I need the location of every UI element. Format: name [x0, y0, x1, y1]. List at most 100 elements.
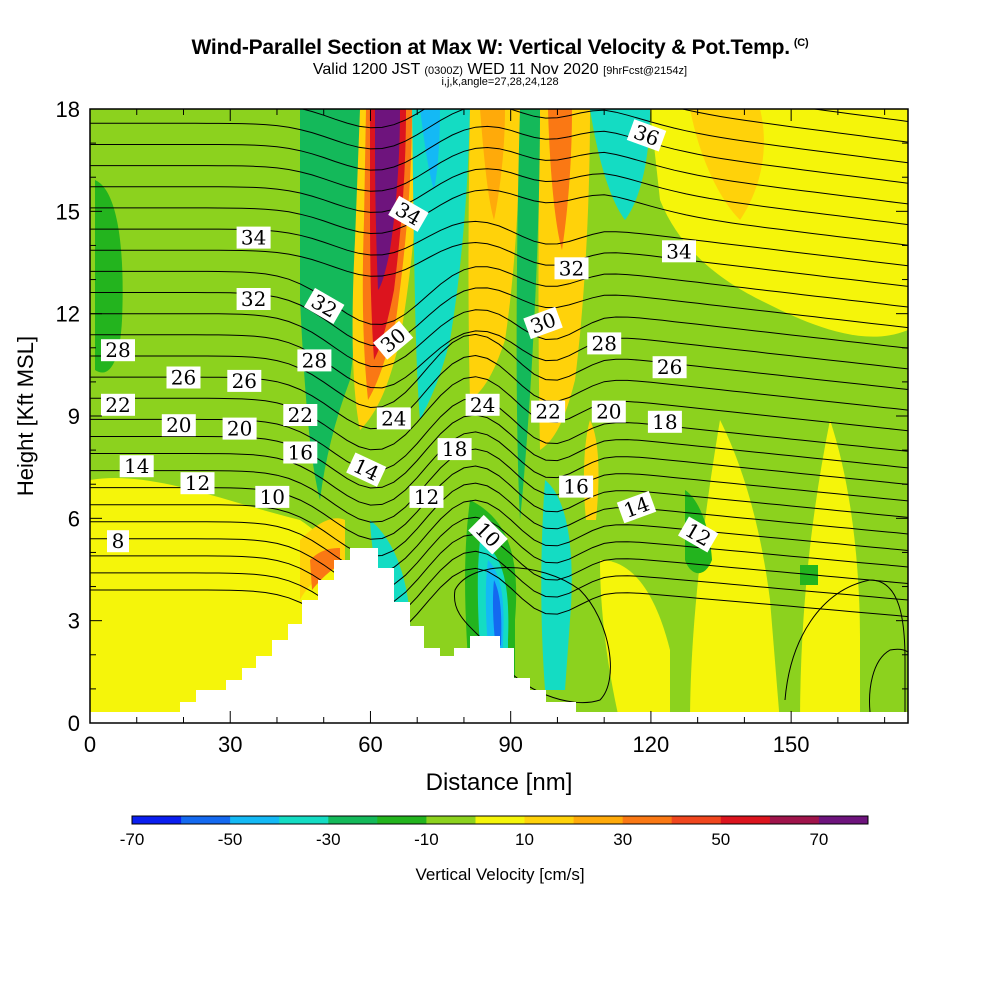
- theta-label-box: [626, 119, 667, 152]
- theta-label-box: [161, 414, 196, 437]
- chart-subtitle: Valid 1200 JST (0300Z) WED 11 Nov 2020 […: [0, 61, 1000, 79]
- x-tick-label: 60: [358, 732, 382, 757]
- theta-contour-line: [90, 333, 908, 409]
- theta-label-text: 28: [105, 338, 130, 362]
- theta-label-box: [662, 240, 696, 263]
- y-tick-label: 0: [68, 711, 80, 736]
- colorbar-swatch: [230, 816, 280, 824]
- theta-contour-label: 28: [101, 338, 135, 362]
- theta-contour-label: 10: [255, 485, 290, 509]
- theta-label-text: 26: [171, 366, 196, 390]
- theta-contour-line: [90, 431, 908, 506]
- vertical-velocity-field: [90, 109, 908, 723]
- theta-label-box: [523, 306, 563, 340]
- theta-contour-line: [300, 109, 908, 143]
- colorbar-swatch: [377, 816, 427, 824]
- terrain-mask: [90, 548, 908, 723]
- theta-label-text: 10: [260, 485, 285, 509]
- colorbar: [131, 815, 869, 825]
- theta-label-box: [222, 417, 257, 440]
- theta-contour-label: 26: [166, 366, 201, 390]
- y-tick-labels: 0 3 6 9 12 15 18: [56, 97, 80, 736]
- theta-contour-label: 20: [591, 400, 626, 424]
- theta-contour-label: 20: [222, 417, 257, 441]
- theta-label-text: 14: [124, 454, 149, 478]
- theta-contour-label: 24: [465, 393, 500, 417]
- theta-label-text: 26: [232, 369, 257, 393]
- theta-contour-label: 8: [107, 529, 129, 553]
- theta-label-box: [677, 516, 719, 553]
- colorbar-tick-label: 70: [809, 830, 828, 849]
- theta-label-box: [591, 400, 626, 423]
- colorbar-swatch: [426, 816, 476, 824]
- theta-label-text: 18: [442, 437, 467, 461]
- y-tick-label: 6: [68, 506, 80, 531]
- theta-contour-label: 24: [376, 406, 411, 430]
- theta-label-box: [166, 366, 201, 389]
- theta-label-box: [297, 349, 332, 372]
- colorbar-tick-label: 50: [711, 830, 730, 849]
- theta-contour-line: [90, 220, 908, 267]
- valid-date: WED 11 Nov 2020: [467, 61, 599, 78]
- colorbar-swatch: [573, 816, 624, 824]
- colorbar-tick-label: -30: [316, 830, 341, 849]
- axis-ticks: [89, 108, 908, 724]
- theta-contour-line: [90, 109, 908, 164]
- theta-label-box: [255, 485, 290, 508]
- theta-label-text: 24: [381, 406, 406, 430]
- x-tick-labels: 0 30 60 90 120 150: [84, 732, 810, 757]
- x-tick-label: 0: [84, 732, 96, 757]
- colorbar-frame: [131, 815, 869, 825]
- theta-contour-label: 32: [554, 256, 589, 280]
- x-axis-label: Distance [nm]: [426, 769, 573, 796]
- theta-contour-line: [90, 21, 908, 81]
- y-tick-label: 18: [56, 97, 80, 122]
- theta-contour-label: 12: [409, 485, 444, 509]
- theta-contour-label: 12: [180, 471, 215, 495]
- theta-label-box: [107, 530, 129, 553]
- theta-contour-line: [90, 241, 908, 287]
- theta-label-box: [101, 339, 135, 362]
- theta-contour-line: [90, 482, 908, 557]
- theta-contour-label: 22: [531, 400, 566, 424]
- theta-contour-line: [90, 550, 908, 626]
- theta-label-box: [409, 485, 444, 508]
- theta-label-box: [303, 287, 345, 324]
- theta-label-box: [531, 400, 566, 423]
- theta-label-box: [236, 288, 271, 310]
- colorbar-tick-label: 30: [613, 830, 632, 849]
- theta-label-box: [388, 195, 429, 232]
- theta-label-text: 22: [105, 393, 130, 417]
- theta-contour-label: 14: [119, 454, 154, 478]
- theta-label-text: 12: [414, 485, 439, 509]
- theta-contour-label: 32: [236, 287, 271, 311]
- colorbar-swatch: [328, 816, 378, 824]
- theta-contour-line: [90, 330, 908, 389]
- theta-contour-label: 34: [662, 239, 696, 263]
- theta-label-text: 22: [535, 400, 560, 424]
- theta-label-box: [119, 455, 154, 478]
- theta-label-box: [373, 320, 414, 360]
- theta-label-box: [101, 393, 135, 416]
- x-tick-label: 150: [773, 732, 810, 757]
- theta-contour-line: [90, 168, 908, 226]
- theta-contour-line: [90, 567, 908, 643]
- theta-contour-line: [869, 648, 908, 713]
- y-tick-label: 9: [68, 404, 80, 429]
- forecast-info: [9hrFcst@2154z]: [603, 65, 688, 77]
- theta-label-box: [587, 332, 622, 355]
- colorbar-swatch: [720, 816, 771, 824]
- theta-contour-line: [90, 354, 908, 430]
- theta-label-text: 16: [288, 441, 313, 465]
- theta-label-text: 26: [657, 355, 682, 379]
- colorbar-swatch: [181, 816, 231, 824]
- colorbar-tick-label: 10: [515, 830, 534, 849]
- theta-contour-line: [90, 146, 908, 205]
- theta-contour-line: [90, 0, 908, 60]
- colorbar-swatch: [818, 816, 869, 824]
- theta-label-box: [283, 404, 318, 426]
- x-tick-label: 120: [633, 732, 670, 757]
- theta-label-text: 24: [470, 393, 495, 417]
- theta-contour-line: [90, 125, 908, 184]
